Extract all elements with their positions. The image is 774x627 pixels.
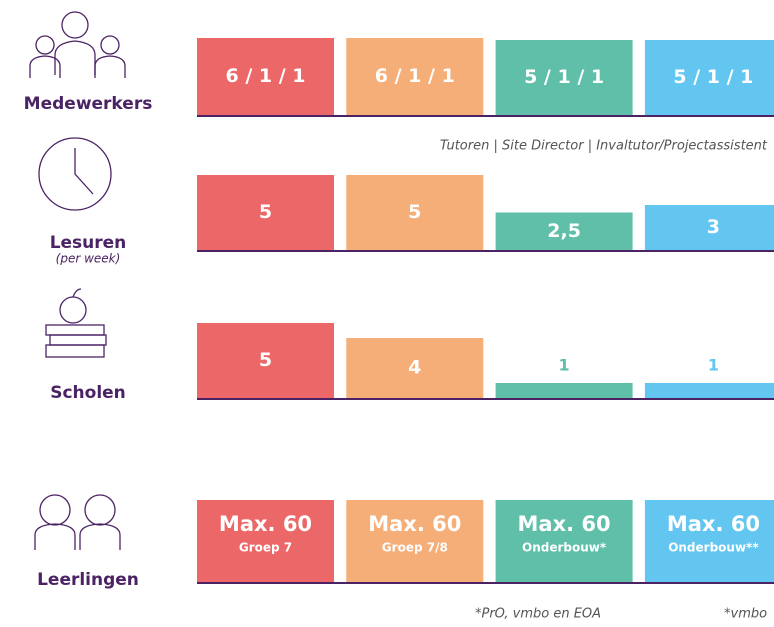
bar [495,212,633,250]
bar [644,40,774,115]
bar [644,205,774,250]
row-sublabel: (per week) [56,252,121,266]
bar [346,175,484,250]
bar-text: Max. 60 [518,512,611,536]
bar [644,383,774,398]
value-label: 3 [707,216,720,238]
icon-staff [29,11,126,78]
bar-text: 6 / 1 / 1 [226,65,306,87]
value-label: 5 [259,201,272,223]
row-label: Lesuren [50,233,127,253]
bar-subtext: Onderbouw** [668,541,759,555]
row-label: Scholen [50,383,126,403]
bar-text: 6 / 1 / 1 [375,65,455,87]
value-label: 4 [408,357,421,379]
bar [346,38,484,115]
bar-subtext: Groep 7/8 [382,541,448,555]
bar [346,500,484,582]
bar [346,338,484,398]
icon-pupils [34,494,121,550]
bar-subtext: Onderbouw* [522,541,607,555]
bar-text: Max. 60 [368,512,461,536]
bar-subtext: Groep 7 [239,541,292,555]
bar [495,40,633,115]
footnote: *vmbo [724,607,767,622]
bar [495,500,633,582]
value-label: 1 [559,356,570,375]
bar [197,38,334,115]
bar [495,383,633,398]
bar [197,323,334,398]
bar-text: 5 / 1 / 1 [673,66,753,88]
caption: Tutoren | Site Director | Invaltutor/Pro… [440,139,768,154]
row-label: Medewerkers [24,94,153,114]
value-label: 5 [259,349,272,371]
icon-books [45,288,107,358]
bar [197,175,334,250]
bar [197,500,334,582]
icon-clock [38,137,112,211]
bar-text: Max. 60 [667,512,760,536]
bar [644,500,774,582]
value-label: 5 [408,201,421,223]
bar-text: 5 / 1 / 1 [524,66,604,88]
row-label: Leerlingen [37,570,139,590]
footnote: *PrO, vmbo en EOA [475,607,601,622]
value-label: 1 [708,356,719,375]
value-label: 2,5 [547,220,581,242]
bar-text: Max. 60 [219,512,312,536]
